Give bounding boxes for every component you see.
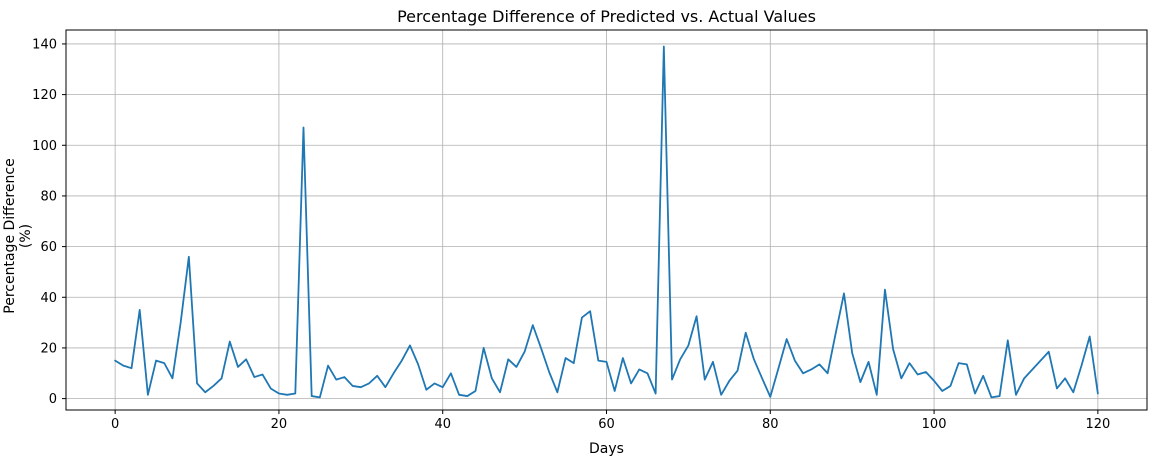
data-series-line — [114, 45, 1099, 399]
y-tick-label: 60 — [40, 240, 57, 255]
x-tick-label: 100 — [922, 417, 947, 432]
x-tick-label: 40 — [434, 417, 451, 432]
x-tick-label: 0 — [111, 417, 119, 432]
y-tick-label: 80 — [40, 189, 57, 204]
x-tick-label: 120 — [1085, 417, 1110, 432]
x-axis-label: Days — [589, 441, 624, 457]
y-tick-label: 140 — [32, 37, 57, 52]
x-tick-label: 80 — [762, 417, 779, 432]
y-tick-label: 40 — [40, 291, 57, 306]
x-tick-label: 20 — [271, 417, 288, 432]
x-tick-label: 60 — [598, 417, 615, 432]
chart-title: Percentage Difference of Predicted vs. A… — [397, 7, 816, 26]
y-axis-label: Percentage Difference (%) — [2, 158, 34, 314]
y-tick-label: 0 — [49, 392, 57, 407]
y-tick-label: 20 — [40, 341, 57, 356]
y-tick-label: 100 — [32, 139, 57, 154]
y-tick-label: 120 — [32, 88, 57, 103]
